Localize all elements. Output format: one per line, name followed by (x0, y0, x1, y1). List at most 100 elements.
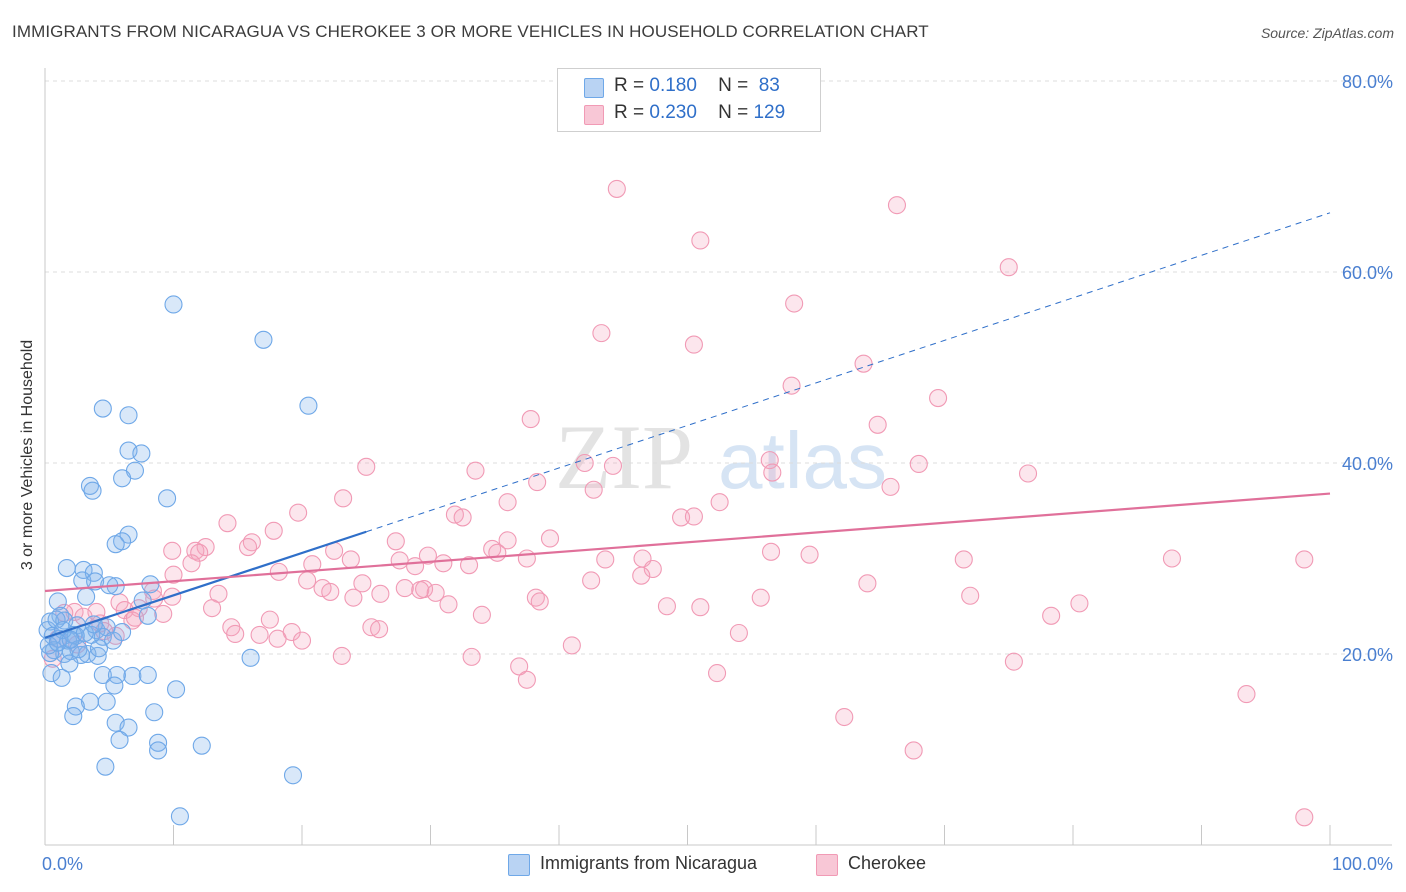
cherokee-point (226, 624, 245, 643)
cherokee-point (411, 580, 430, 600)
cherokee-point (592, 324, 611, 343)
watermark-atlas: atlas (718, 416, 887, 505)
nicaragua-point (82, 625, 101, 644)
series-swatch-pink (816, 854, 838, 876)
cherokee-point (1295, 808, 1314, 827)
cherokee-point (854, 354, 873, 373)
cherokee-point (260, 610, 279, 629)
cherokee-point (371, 584, 390, 603)
cherokee-point (691, 231, 710, 250)
cherokee-point (761, 542, 781, 561)
cherokee-point (1018, 464, 1038, 483)
cherokee-point (238, 537, 258, 557)
cherokee-point (353, 574, 372, 593)
nicaragua-point (113, 469, 132, 488)
legend-r-value: 0.180 (649, 75, 697, 96)
legend-n-value: 83 (758, 75, 780, 96)
cherokee-point (657, 597, 676, 616)
nicaragua-point (119, 718, 138, 737)
series-swatch-blue (508, 854, 530, 876)
cherokee-point (710, 493, 729, 512)
trend-lines (44, 212, 1331, 639)
cherokee-point (887, 196, 907, 215)
y-tick-label: 80.0% (1342, 72, 1393, 92)
nicaragua-point (167, 680, 186, 699)
cherokee-point (517, 549, 536, 568)
cherokee-point (881, 477, 900, 496)
y-tick-label: 40.0% (1342, 454, 1393, 474)
cherokee-point (684, 335, 703, 354)
cherokee-point (1295, 550, 1314, 569)
legend-n-label: N = (718, 102, 749, 123)
cherokee-point (154, 604, 173, 623)
nicaragua-point (158, 489, 177, 508)
chart-title: IMMIGRANTS FROM NICARAGUA VS CHEROKEE 3 … (12, 22, 929, 41)
nicaragua-point (123, 666, 142, 686)
cherokee-point (362, 618, 381, 637)
nicaragua-point (60, 654, 79, 673)
nicaragua-point (149, 733, 168, 752)
cherokee-point (439, 595, 458, 614)
cherokee-point (341, 550, 360, 569)
cherokee-point (782, 376, 801, 395)
grid (45, 80, 1392, 655)
cherokee-point (800, 545, 819, 564)
cherokee-point (488, 543, 507, 562)
cherokee-point (510, 657, 529, 676)
cherokee-point (632, 566, 651, 585)
cherokee-point (268, 629, 287, 648)
axes (44, 68, 1392, 846)
cherokee-point (584, 480, 603, 499)
x-tick-label: 0.0% (42, 854, 83, 874)
stats-legend: R = 0.180 N = 83 R = 0.230 N = 129 (557, 68, 821, 132)
cherokee-point (321, 582, 340, 601)
cherokee-point (434, 554, 453, 573)
series-label: Cherokee (848, 853, 927, 873)
cherokee-point (203, 599, 222, 618)
cherokee-point (691, 598, 710, 617)
legend-swatch-pink (584, 105, 604, 125)
cherokee-point (528, 473, 547, 492)
cherokee-point (453, 508, 472, 527)
nicaragua-point (164, 295, 183, 314)
cherokee-point (292, 631, 312, 650)
legend-r-label: R = (614, 75, 645, 96)
cherokee-point (530, 592, 549, 611)
y-tick-label: 20.0% (1342, 645, 1393, 665)
cherokee-point (370, 620, 389, 639)
cherokee-point (164, 565, 183, 584)
cherokee-point (868, 415, 887, 434)
nicaragua-point (41, 643, 60, 663)
cherokee-trend-line (44, 492, 1331, 593)
nicaragua-point (110, 730, 129, 750)
cherokee-point (250, 625, 269, 644)
cherokee-point (643, 559, 662, 579)
nicaragua-point (283, 766, 303, 785)
nicaragua-point (64, 707, 83, 726)
cherokee-point (607, 179, 626, 198)
cherokee-point (395, 579, 414, 598)
nicaragua-point (170, 807, 189, 826)
nicaragua-point (52, 668, 71, 687)
cherokee-point (182, 554, 201, 573)
nicaragua-point (145, 703, 164, 722)
y-tick-label: 60.0% (1342, 263, 1393, 283)
nicaragua-point (86, 572, 105, 591)
cherokee-point (904, 741, 923, 760)
cherokee-point (785, 294, 804, 313)
tick-labels: 20.0% 40.0% 60.0% 80.0% 0.0% 100.0% (42, 72, 1393, 874)
cherokee-point (498, 493, 517, 512)
cherokee-point (344, 588, 363, 607)
cherokee-point (517, 670, 536, 689)
cherokee-point (603, 456, 623, 475)
nicaragua-point (138, 665, 157, 685)
nicaragua-point (93, 627, 112, 646)
cherokee-point (672, 508, 691, 527)
x-tick-label: 100.0% (1332, 854, 1393, 874)
nicaragua-point (93, 399, 112, 418)
nicaragua-point (69, 640, 88, 659)
cherokee-point (298, 571, 317, 590)
cherokee-point (332, 646, 351, 665)
nicaragua-point (97, 692, 116, 711)
cherokee-point (264, 521, 283, 540)
